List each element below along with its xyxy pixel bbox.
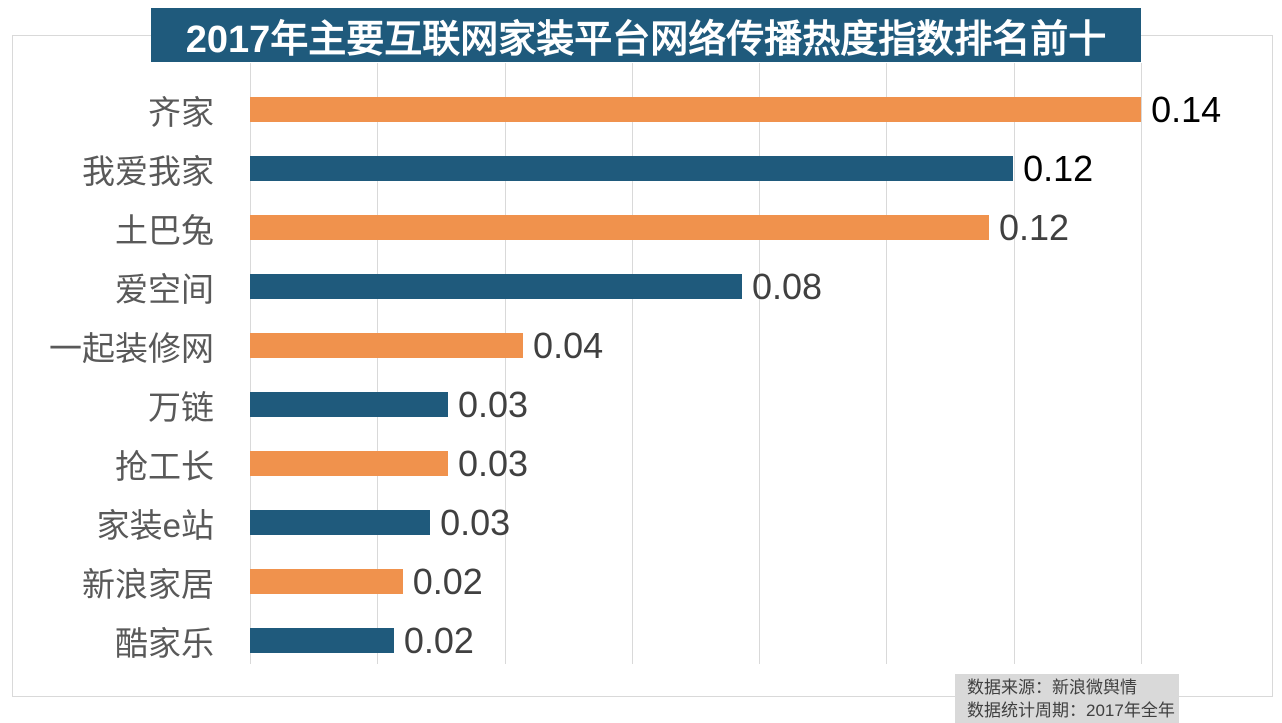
gridline <box>1013 63 1015 664</box>
bar-row: 一起装修网 0.04 <box>13 316 1272 375</box>
gridline <box>504 63 506 664</box>
value-label: 0.04 <box>533 324 604 366</box>
value-label: 0.03 <box>457 383 529 425</box>
category-label: 抢工长 <box>115 447 214 485</box>
bar-9 <box>250 569 403 594</box>
value-label: 0.12 <box>1023 147 1094 189</box>
category-label: 我爱我家 <box>82 152 214 190</box>
bar-7 <box>250 451 448 476</box>
gridline <box>631 63 633 664</box>
bar-track: 0.03 <box>250 375 1272 434</box>
bar-rows: 齐家 0.14 我爱我家 0.12 土巴兔 0.12 爱空间 0.08 一起装修网 0.04 万链 0… <box>13 80 1272 670</box>
bar-row: 爱空间 0.08 <box>13 257 1272 316</box>
gridline <box>1141 63 1143 664</box>
bar-row: 抢工长 0.03 <box>13 434 1272 493</box>
category-label: 酷家乐 <box>115 624 214 662</box>
category-label: 一起装修网 <box>49 329 214 367</box>
bar-track: 0.02 <box>250 552 1272 611</box>
gridline <box>759 63 761 664</box>
value-label: 0.03 <box>457 442 529 484</box>
bar-track: 0.02 <box>250 611 1272 670</box>
source-line-1: 数据来源：新浪微舆情 <box>967 678 1137 697</box>
value-label: 0.08 <box>752 265 823 307</box>
bar-2 <box>250 156 1014 181</box>
bar-row: 齐家 0.14 <box>13 80 1272 139</box>
category-label: 爱空间 <box>115 270 214 308</box>
gridline <box>886 63 888 664</box>
bar-track: 0.03 <box>250 434 1272 493</box>
value-label: 0.12 <box>998 206 1070 248</box>
bar-track: 0.12 <box>250 139 1272 198</box>
bar-track: 0.08 <box>250 257 1272 316</box>
category-label: 新浪家居 <box>82 565 214 603</box>
bar-track: 0.03 <box>250 493 1272 552</box>
bar-row: 万链 0.03 <box>13 375 1272 434</box>
value-label: 0.02 <box>403 619 474 661</box>
chart-title: 2017年主要互联网家装平台网络传播热度指数排名前十 <box>151 8 1141 62</box>
source-line-2: 数据统计周期：2017年全年 <box>967 701 1175 720</box>
bar-row: 我爱我家 0.12 <box>13 139 1272 198</box>
bar-4 <box>250 274 742 299</box>
bar-1 <box>250 97 1142 122</box>
value-label: 0.02 <box>412 560 483 602</box>
bar-row: 新浪家居 0.02 <box>13 552 1272 611</box>
source-note: 数据来源：新浪微舆情 数据统计周期：2017年全年 <box>955 674 1179 723</box>
bar-track: 0.14 <box>250 80 1272 139</box>
chart-frame: 齐家 0.14 我爱我家 0.12 土巴兔 0.12 爱空间 0.08 一起装修网 0.04 万链 0… <box>12 35 1273 697</box>
category-label: 家装e站 <box>96 506 214 544</box>
bar-row: 土巴兔 0.12 <box>13 198 1272 257</box>
gridline <box>250 63 251 664</box>
gridline <box>377 63 379 664</box>
category-label: 万链 <box>148 388 214 426</box>
bar-8 <box>250 510 431 535</box>
bar-row: 酷家乐 0.02 <box>13 611 1272 670</box>
bar-10 <box>250 628 394 653</box>
value-label: 0.14 <box>1151 88 1222 130</box>
bar-track: 0.12 <box>250 198 1272 257</box>
bar-5 <box>250 333 524 358</box>
bar-3 <box>250 215 989 240</box>
bar-track: 0.04 <box>250 316 1272 375</box>
value-label: 0.03 <box>440 501 511 543</box>
plot-area <box>250 63 1272 664</box>
bar-6 <box>250 392 448 417</box>
category-label: 土巴兔 <box>115 211 214 249</box>
category-label: 齐家 <box>148 93 214 131</box>
bar-row: 家装e站 0.03 <box>13 493 1272 552</box>
